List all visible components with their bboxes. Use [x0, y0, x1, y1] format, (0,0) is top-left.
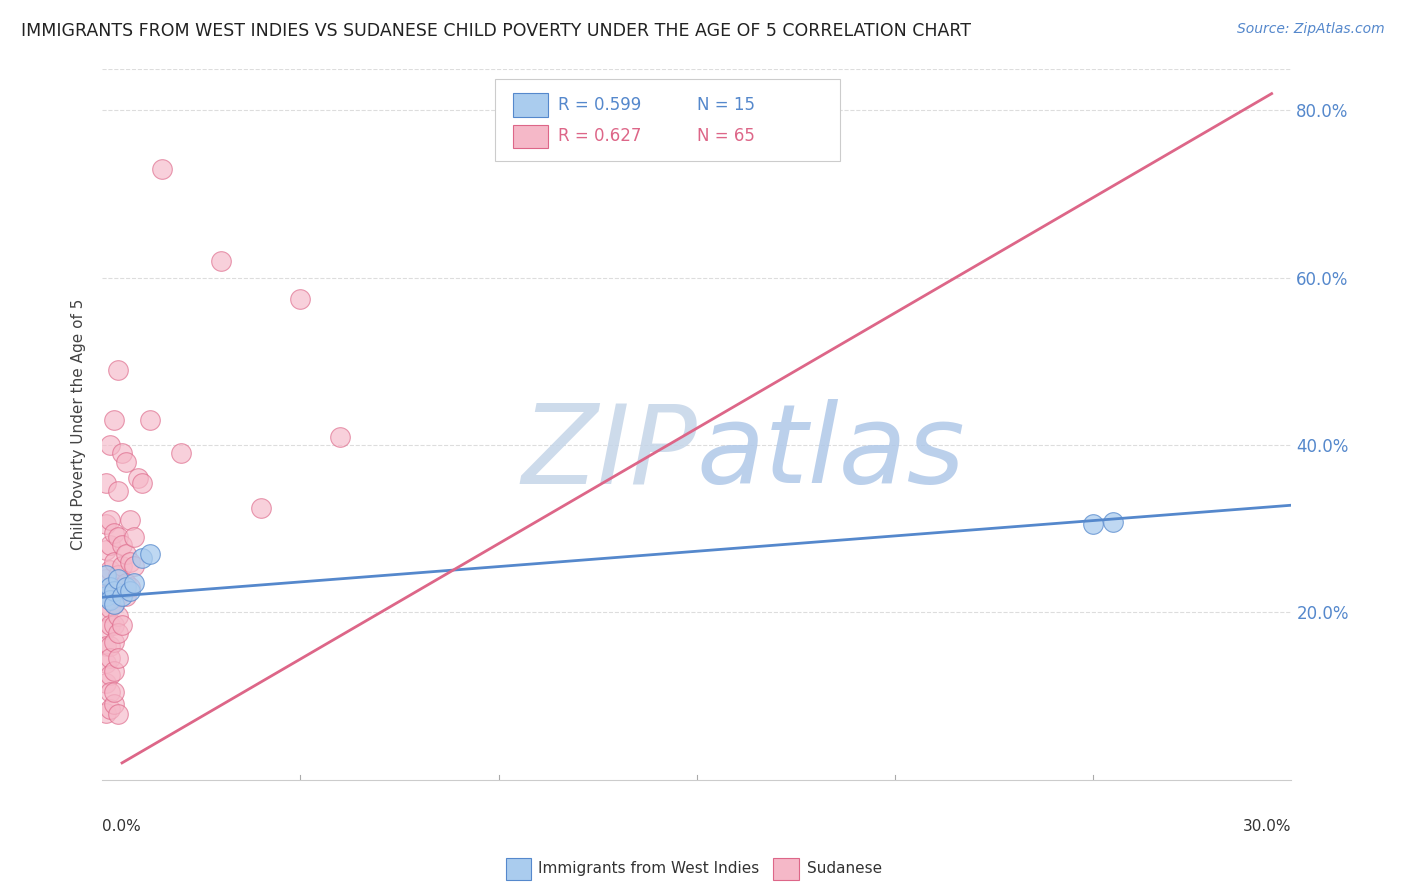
Point — [107, 707, 129, 722]
FancyBboxPatch shape — [513, 125, 548, 148]
Point — [103, 634, 125, 648]
Point — [139, 547, 162, 561]
Point — [131, 475, 153, 490]
Point — [115, 547, 138, 561]
Point — [118, 584, 141, 599]
Point — [96, 622, 118, 636]
Point — [103, 618, 125, 632]
Point — [115, 589, 138, 603]
Point — [111, 538, 134, 552]
Text: N = 65: N = 65 — [697, 127, 755, 145]
Point — [98, 651, 121, 665]
Text: 0.0%: 0.0% — [103, 819, 141, 834]
Point — [96, 517, 118, 532]
Point — [1083, 517, 1105, 532]
Text: atlas: atlas — [697, 399, 966, 506]
Point — [107, 626, 129, 640]
Point — [111, 618, 134, 632]
Point — [96, 639, 118, 653]
Point — [107, 572, 129, 586]
Point — [131, 550, 153, 565]
Point — [98, 513, 121, 527]
Point — [96, 589, 118, 603]
Text: Immigrants from West Indies: Immigrants from West Indies — [538, 862, 759, 876]
Point — [103, 597, 125, 611]
Point — [127, 471, 149, 485]
Text: R = 0.627: R = 0.627 — [558, 127, 641, 145]
Point — [103, 584, 125, 599]
Text: 30.0%: 30.0% — [1243, 819, 1292, 834]
Point — [98, 639, 121, 653]
Point — [107, 651, 129, 665]
Point — [103, 698, 125, 712]
Point — [96, 542, 118, 557]
Text: IMMIGRANTS FROM WEST INDIES VS SUDANESE CHILD POVERTY UNDER THE AGE OF 5 CORRELA: IMMIGRANTS FROM WEST INDIES VS SUDANESE … — [21, 22, 972, 40]
Point — [115, 455, 138, 469]
Point — [111, 589, 134, 603]
Point — [98, 438, 121, 452]
Point — [170, 446, 193, 460]
Point — [98, 668, 121, 682]
Point — [96, 676, 118, 690]
Point — [96, 475, 118, 490]
Point — [118, 513, 141, 527]
Point — [103, 555, 125, 569]
Point — [98, 584, 121, 599]
Point — [96, 706, 118, 720]
Point — [329, 429, 352, 443]
Y-axis label: Child Poverty Under the Age of 5: Child Poverty Under the Age of 5 — [72, 299, 86, 549]
Point — [290, 292, 312, 306]
Point — [98, 685, 121, 699]
Point — [98, 701, 121, 715]
Text: Sudanese: Sudanese — [807, 862, 882, 876]
Point — [103, 664, 125, 678]
Point — [96, 572, 118, 586]
Point — [249, 500, 271, 515]
Point — [122, 576, 145, 591]
Point — [98, 538, 121, 552]
Point — [107, 567, 129, 582]
Text: Source: ZipAtlas.com: Source: ZipAtlas.com — [1237, 22, 1385, 37]
Point — [98, 580, 121, 594]
Point — [150, 161, 173, 176]
Point — [103, 685, 125, 699]
Point — [115, 580, 138, 594]
Point — [103, 413, 125, 427]
Text: N = 15: N = 15 — [697, 96, 755, 114]
Point — [107, 589, 129, 603]
Point — [96, 567, 118, 582]
Text: R = 0.599: R = 0.599 — [558, 96, 641, 114]
Point — [111, 559, 134, 574]
Point — [107, 530, 129, 544]
Point — [107, 362, 129, 376]
Point — [122, 559, 145, 574]
Point — [103, 580, 125, 594]
Point — [115, 576, 138, 591]
Point — [98, 618, 121, 632]
Text: ZIP: ZIP — [522, 399, 697, 506]
Point — [111, 580, 134, 594]
Point — [118, 555, 141, 569]
FancyBboxPatch shape — [495, 79, 839, 161]
Point — [96, 605, 118, 619]
Point — [107, 483, 129, 498]
Point — [103, 525, 125, 540]
Point — [107, 609, 129, 624]
Point — [96, 589, 118, 603]
FancyBboxPatch shape — [513, 94, 548, 117]
Point — [139, 413, 162, 427]
Point — [96, 656, 118, 670]
Point — [122, 530, 145, 544]
Point — [98, 592, 121, 607]
Point — [103, 597, 125, 611]
Point — [111, 446, 134, 460]
Point — [98, 601, 121, 615]
Point — [209, 254, 232, 268]
Point — [98, 564, 121, 578]
Point — [118, 580, 141, 594]
Point — [1102, 515, 1125, 529]
